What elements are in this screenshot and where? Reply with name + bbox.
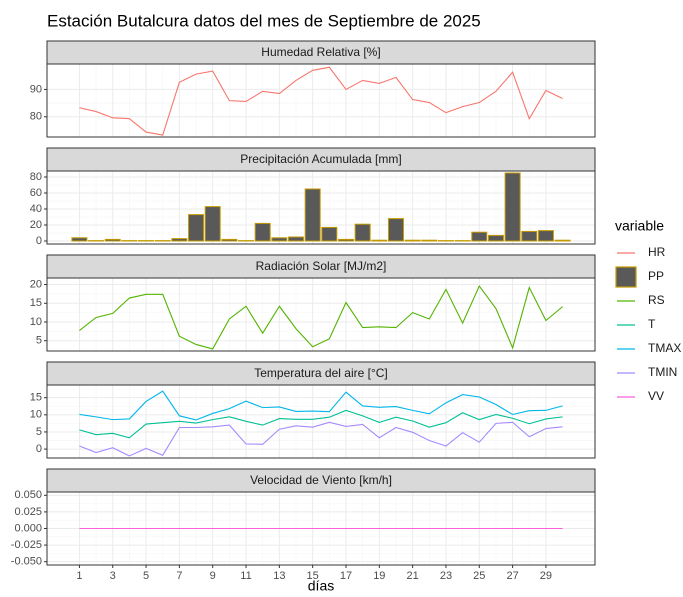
line [79,284,563,350]
y-tick-label: 15 [30,392,42,404]
panel [47,171,595,244]
legend-label: PP [648,269,664,283]
line [79,390,563,421]
y-tick-label: 80 [30,171,42,183]
bar [71,237,88,242]
y-tick-label: 20 [30,219,42,231]
line [79,66,563,136]
line [79,421,563,457]
bar [471,231,488,242]
panel [47,278,595,351]
facet-title: Precipitación Acumulada [mm] [240,152,401,166]
bar [321,226,338,242]
y-tick-label: 90 [30,83,42,95]
x-tick-label: 15 [307,570,319,582]
bar [421,239,438,242]
x-tick-label: 13 [273,570,285,582]
bar [337,238,354,242]
bar [271,237,288,242]
bar [354,223,371,242]
panel-border [46,63,596,138]
bar [387,218,404,242]
x-tick-label: 1 [76,570,82,582]
x-tick-label: 19 [373,570,385,582]
y-tick-label: -0.050 [11,556,42,568]
bar [504,172,521,242]
legend-label: TMAX [648,341,681,355]
line [79,409,563,439]
facet-title: Temperatura del aire [°C] [254,366,388,380]
x-tick-label: 25 [473,570,485,582]
legend-swatch [615,266,637,288]
bar [554,239,571,242]
y-tick-label: 5 [36,426,42,438]
y-tick-label: 5 [36,335,42,347]
legend-label: HR [648,245,666,259]
panel-border [46,491,596,566]
x-tick-label: 29 [540,570,552,582]
x-tick-label: 11 [240,570,251,582]
x-tick-label: 27 [506,570,518,582]
bar [171,238,188,242]
panel-border [46,384,596,459]
x-tick-label: 5 [143,570,149,582]
y-tick-label: 0.050 [14,489,42,501]
legend-label: VV [648,389,664,403]
x-tick-label: 21 [407,570,419,582]
x-tick-label: 23 [440,570,452,582]
bar [537,230,554,242]
x-tick-label: 3 [110,570,116,582]
x-tick-label: 17 [340,570,352,582]
y-tick-label: 60 [30,187,42,199]
y-tick-label: 0.025 [14,506,42,518]
x-tick-label: 7 [176,570,182,582]
bar [404,239,421,242]
panel [47,64,595,137]
y-tick-label: 80 [30,111,42,123]
panel-border [46,170,596,245]
bar [487,234,504,242]
panel-border [46,277,596,352]
x-tick-label: 9 [210,570,216,582]
legend-label: T [648,317,656,331]
bar [521,230,538,242]
bar [254,222,271,242]
x-axis-label: días [308,578,334,594]
y-tick-label: -0.025 [11,539,42,551]
chart-title: Estación Butalcura datos del mes de Sept… [47,11,481,30]
legend-label: TMIN [648,365,677,379]
y-tick-label: 40 [30,203,42,215]
bar [204,206,221,242]
legend-title: variable [615,218,664,234]
panel [47,385,595,458]
bar [221,238,238,242]
y-tick-label: 0.000 [14,522,42,534]
bar [104,238,121,242]
y-tick-label: 0 [36,443,42,455]
y-tick-label: 0 [36,235,42,247]
y-tick-label: 15 [30,297,42,309]
legend-label: RS [648,293,665,307]
facet-title: Radiación Solar [MJ/m2] [256,259,387,273]
y-tick-label: 10 [30,316,42,328]
y-tick-label: 20 [30,278,42,290]
bar [304,188,321,242]
bar [288,236,305,242]
bar [188,214,205,242]
facet-title: Velocidad de Viento [km/h] [250,473,392,487]
bar [371,239,388,242]
y-tick-label: 10 [30,409,42,421]
facet-title: Humedad Relativa [%] [261,45,380,59]
